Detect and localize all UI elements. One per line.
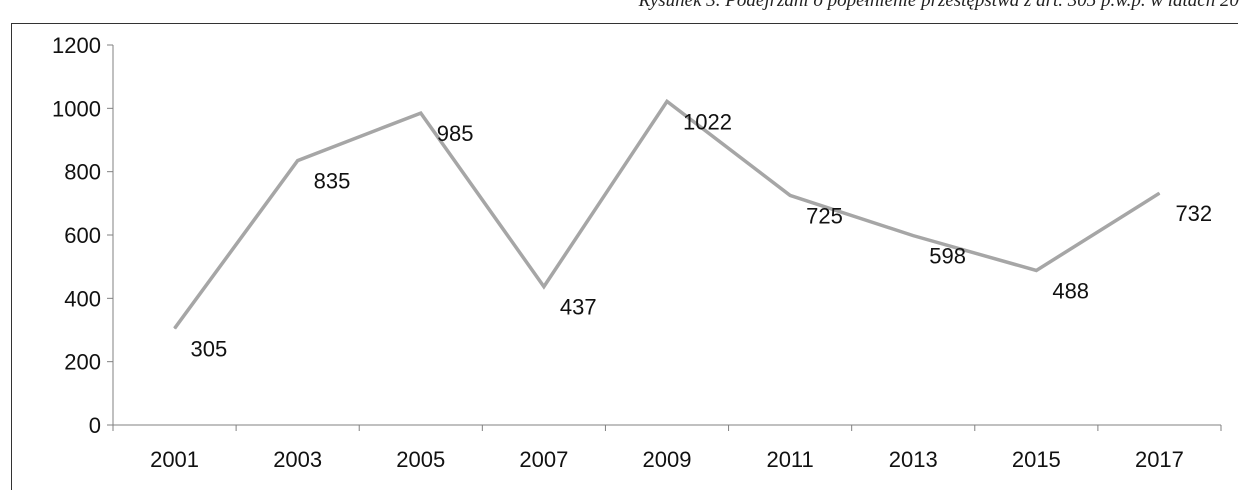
y-tick-label: 200 — [64, 350, 101, 375]
x-tick-label: 2007 — [519, 447, 568, 472]
data-point — [174, 327, 176, 329]
figure-caption: Rysunek 3. Podejrzani o popełnienie prze… — [638, 0, 1239, 11]
y-tick-label: 1200 — [52, 33, 101, 58]
data-label: 1022 — [683, 109, 732, 134]
data-label: 835 — [314, 169, 351, 194]
x-tick-label: 2001 — [150, 447, 199, 472]
y-tick-label: 1000 — [52, 96, 101, 121]
x-tick-label: 2011 — [766, 447, 813, 472]
data-label: 488 — [1052, 278, 1089, 303]
data-label: 725 — [806, 203, 843, 228]
x-tick-label: 2009 — [643, 447, 692, 472]
data-point — [297, 160, 299, 162]
y-tick-label: 600 — [64, 223, 101, 248]
data-point — [666, 100, 668, 102]
data-label: 598 — [929, 244, 966, 269]
data-label: 437 — [560, 295, 597, 320]
y-tick-label: 0 — [89, 413, 101, 438]
data-point — [912, 235, 914, 237]
y-tick-label: 800 — [64, 160, 101, 185]
data-label: 732 — [1175, 201, 1212, 226]
x-tick-label: 2017 — [1135, 447, 1184, 472]
data-point — [420, 112, 422, 114]
chart-frame — [11, 23, 1238, 490]
series-line — [173, 98, 1161, 330]
x-tick-label: 2005 — [396, 447, 445, 472]
y-tick-label: 400 — [64, 286, 101, 311]
data-point — [543, 286, 545, 288]
data-label: 305 — [191, 336, 228, 361]
x-tick-label: 2013 — [889, 447, 938, 472]
x-tick-label: 2015 — [1012, 447, 1061, 472]
data-point — [1158, 192, 1160, 194]
x-tick-label: 2003 — [273, 447, 322, 472]
data-point — [1035, 269, 1037, 271]
data-label: 985 — [437, 121, 474, 146]
data-point — [789, 194, 791, 196]
